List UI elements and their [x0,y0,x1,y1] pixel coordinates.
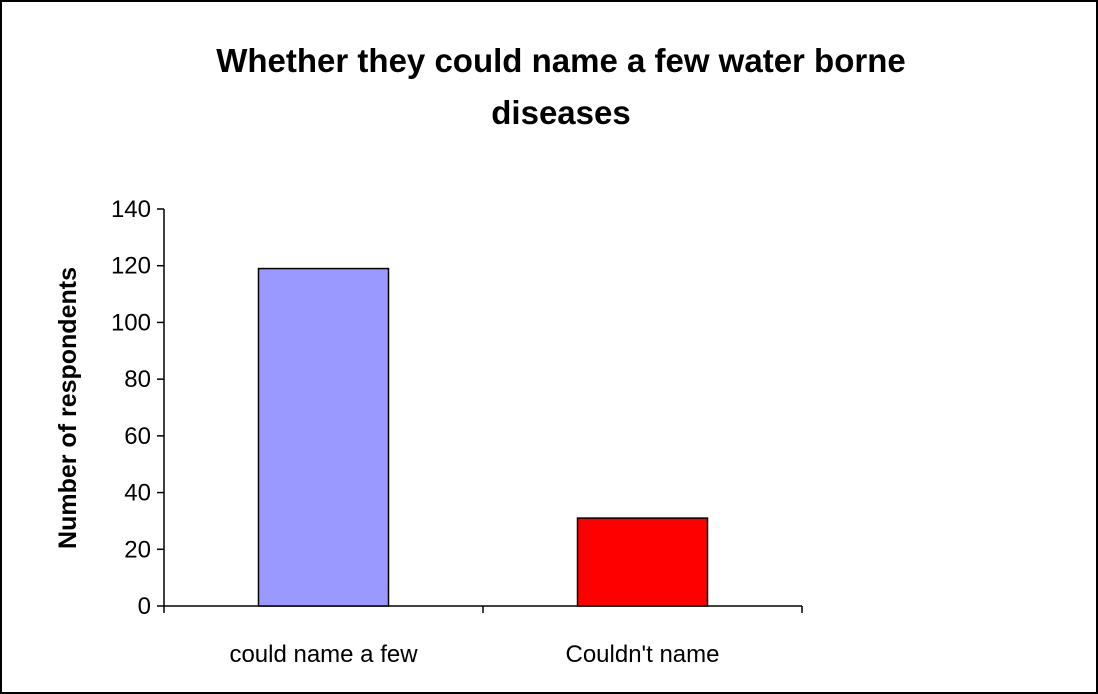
x-category-label: Couldn't name [565,641,719,668]
bar-couldnt-name [576,517,709,607]
y-tick-label: 140 [111,196,151,223]
y-tick-label: 120 [111,253,151,280]
y-axis-label: Number of respondents [54,267,82,549]
chart-title: Whether they could name a few water born… [216,42,905,131]
y-tick-label: 100 [111,309,151,336]
y-tick-label: 80 [124,366,151,393]
y-tick-label: 40 [124,480,151,507]
x-category-label: could name a few [229,641,418,668]
y-tick-label: 20 [124,536,151,563]
chart-title-line-1: Whether they could name a few water born… [216,42,905,79]
y-tick-label: 0 [138,593,151,620]
plot-area: 0 20 40 60 80 100 120 140 could name a few Couldn… [111,196,803,668]
bar-could-name-a-few [257,267,390,607]
chart-title-line-2: diseases [491,94,630,131]
y-tick-label: 60 [124,423,151,450]
